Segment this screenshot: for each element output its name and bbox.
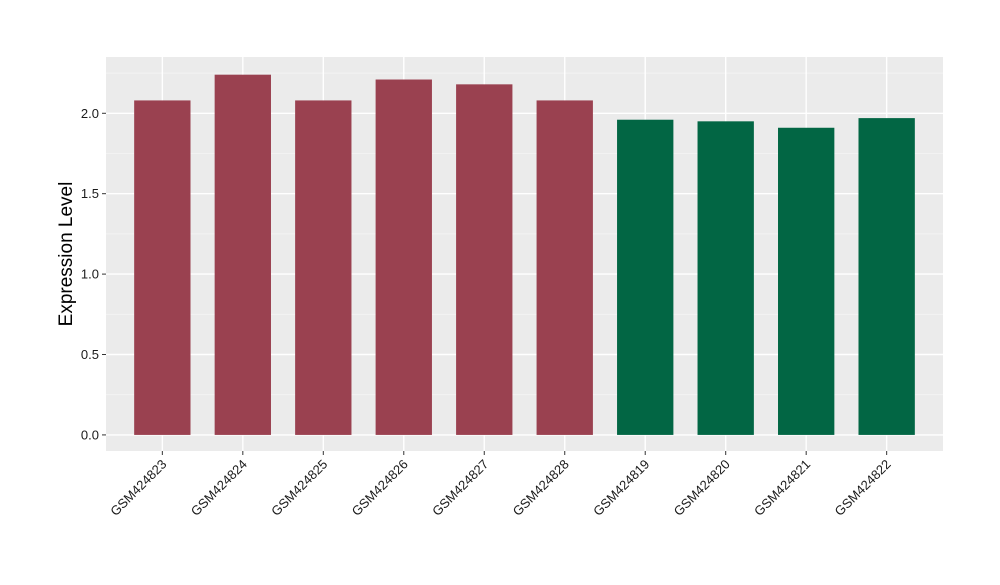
y-tick-label: 2.0	[81, 106, 99, 121]
x-tick-label: GSM424823	[107, 457, 169, 519]
x-tick-label: GSM424826	[349, 457, 411, 519]
y-axis: 0.0 0.5 1.0 1.5 2.0	[81, 106, 106, 442]
bar	[134, 100, 191, 435]
x-tick-label: GSM424828	[510, 457, 572, 519]
x-tick-label: GSM424824	[188, 457, 250, 519]
x-tick-label: GSM424825	[268, 457, 330, 519]
bar	[536, 100, 593, 435]
y-tick-label: 1.0	[81, 267, 99, 282]
bar	[375, 79, 432, 435]
bar	[858, 118, 915, 435]
x-axis: GSM424823 GSM424824 GSM424825 GSM424826 GSM4…	[107, 451, 894, 519]
bar	[295, 100, 352, 435]
x-tick-label: GSM424819	[590, 457, 652, 519]
y-tick-label: 1.5	[81, 186, 99, 201]
bar	[778, 127, 835, 435]
bar	[214, 74, 271, 435]
bars	[134, 74, 915, 435]
x-tick-label: GSM424827	[429, 457, 491, 519]
x-tick-label: GSM424822	[832, 457, 894, 519]
x-tick-label: GSM424820	[671, 457, 733, 519]
bar	[456, 84, 513, 435]
bar	[697, 121, 754, 435]
bar	[617, 119, 674, 435]
x-tick-label: GSM424821	[751, 457, 813, 519]
y-tick-label: 0.0	[81, 427, 99, 442]
y-tick-label: 0.5	[81, 347, 99, 362]
y-axis-title: Expression Level	[56, 182, 77, 327]
